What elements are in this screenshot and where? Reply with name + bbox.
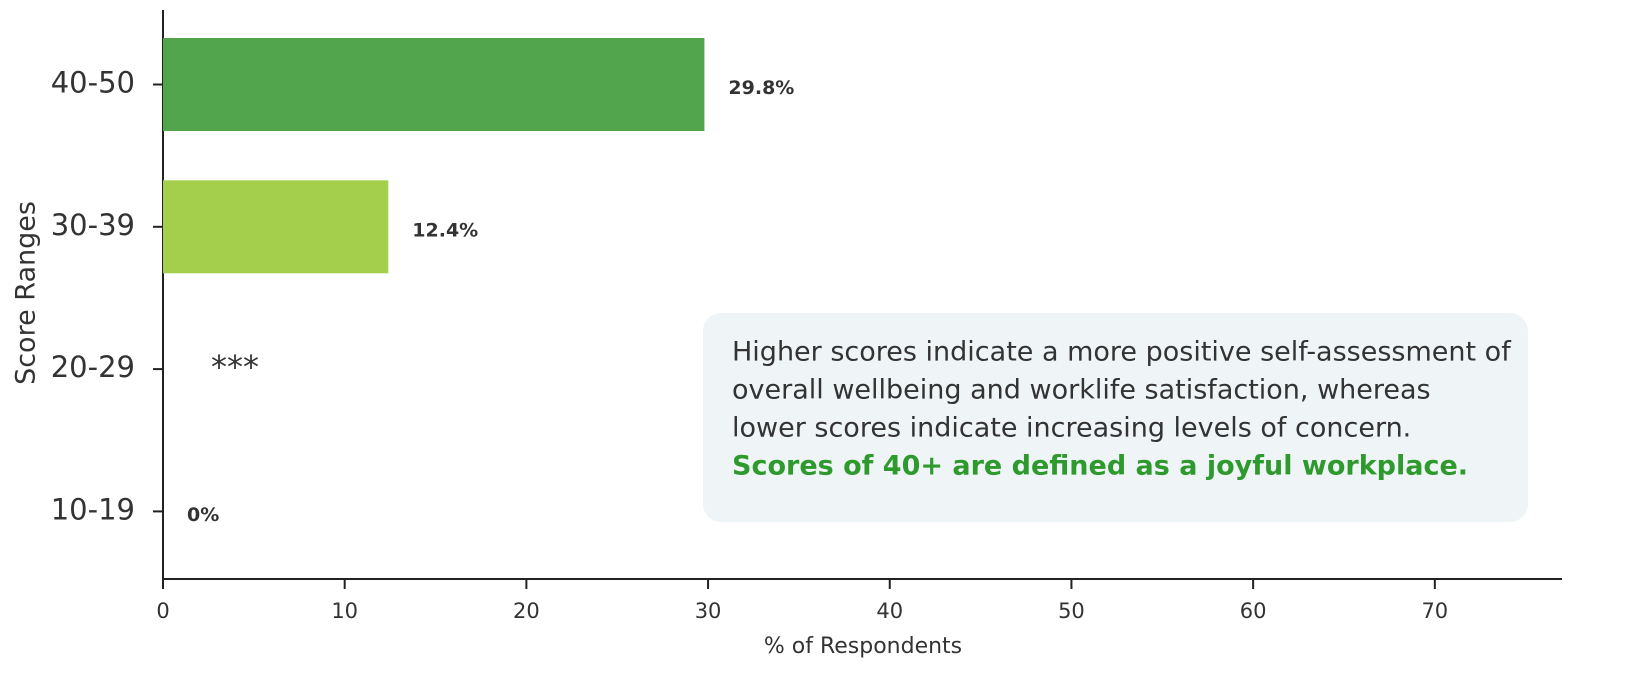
x-axis-title: % of Respondents: [764, 634, 962, 659]
annotation-highlight: Scores of 40+ are defined as a joyful wo…: [732, 451, 1468, 482]
y-tick-label: 20-29: [51, 350, 135, 384]
value-label: 0%: [187, 504, 219, 526]
y-tick-label: 40-50: [51, 66, 135, 100]
x-tick-label: 50: [1058, 599, 1085, 623]
bar: [163, 180, 389, 274]
value-label: 29.8%: [728, 77, 794, 99]
bar: [163, 38, 705, 131]
y-tick-label: 10-19: [51, 492, 135, 526]
annotation-line: lower scores indicate increasing levels …: [732, 413, 1411, 444]
x-tick-label: 0: [156, 599, 169, 623]
y-tick-label: 30-39: [51, 208, 135, 242]
value-label: 12.4%: [412, 219, 478, 241]
x-tick-label: 60: [1240, 599, 1267, 623]
annotation-box: [703, 313, 1528, 522]
annotation-line: overall wellbeing and worklife satisfact…: [732, 375, 1431, 406]
x-tick-label: 70: [1421, 599, 1448, 623]
y-axis-title: Score Ranges: [11, 201, 42, 385]
x-tick-label: 10: [331, 599, 358, 623]
value-label: ***: [211, 348, 259, 386]
x-tick-label: 40: [876, 599, 903, 623]
annotation-line: Higher scores indicate a more positive s…: [732, 337, 1512, 368]
x-tick-label: 20: [513, 599, 540, 623]
x-tick-label: 30: [695, 599, 722, 623]
